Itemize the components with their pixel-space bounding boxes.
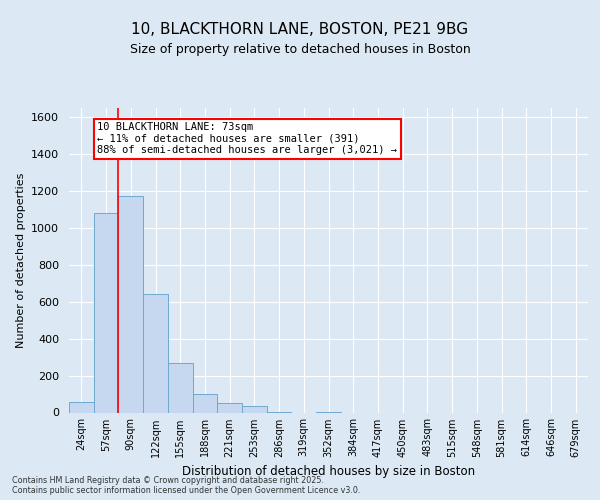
Bar: [118, 196, 143, 412]
Text: 10, BLACKTHORN LANE, BOSTON, PE21 9BG: 10, BLACKTHORN LANE, BOSTON, PE21 9BG: [131, 22, 469, 38]
Text: Contains HM Land Registry data © Crown copyright and database right 2025.
Contai: Contains HM Land Registry data © Crown c…: [12, 476, 361, 495]
Bar: [242, 406, 267, 412]
Y-axis label: Number of detached properties: Number of detached properties: [16, 172, 26, 348]
Bar: [94, 213, 118, 412]
Bar: [143, 294, 168, 412]
Text: 10 BLACKTHORN LANE: 73sqm
← 11% of detached houses are smaller (391)
88% of semi: 10 BLACKTHORN LANE: 73sqm ← 11% of detac…: [97, 122, 397, 156]
X-axis label: Distribution of detached houses by size in Boston: Distribution of detached houses by size …: [182, 465, 475, 478]
Bar: [168, 362, 193, 412]
Bar: [217, 404, 242, 412]
Text: Size of property relative to detached houses in Boston: Size of property relative to detached ho…: [130, 42, 470, 56]
Bar: [193, 394, 217, 412]
Bar: [69, 402, 94, 412]
